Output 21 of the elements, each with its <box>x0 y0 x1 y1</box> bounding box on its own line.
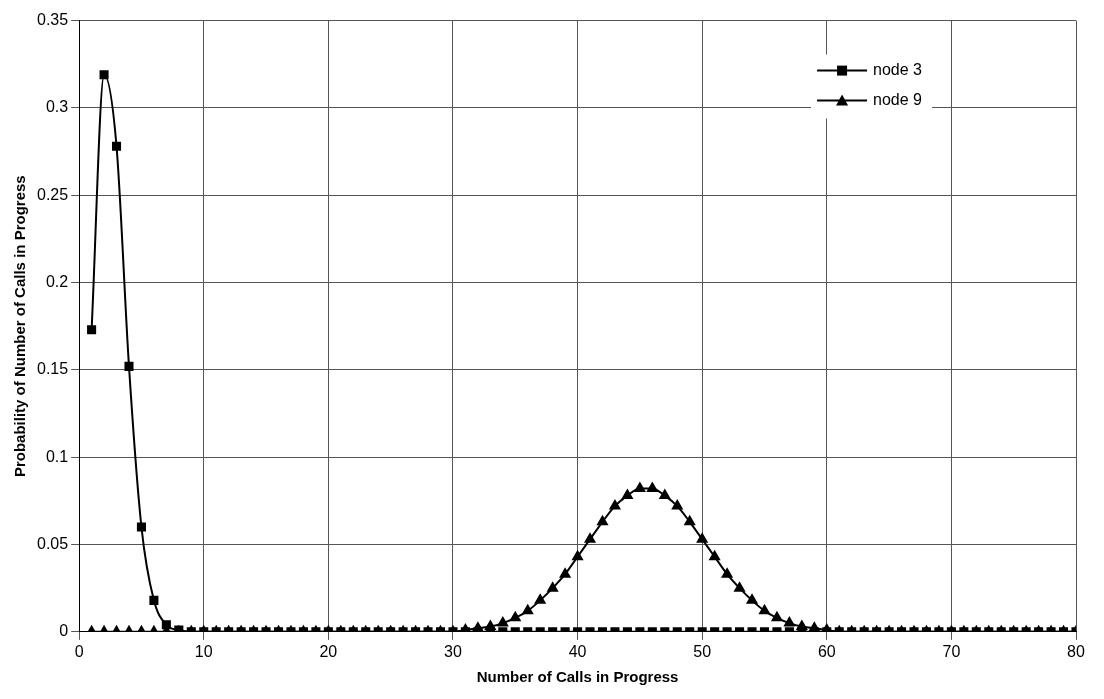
legend-label: node 9 <box>873 91 923 109</box>
y-tick-label: 0.25 <box>37 185 69 203</box>
x-tick-label: 30 <box>444 642 462 660</box>
x-tick-label: 70 <box>942 642 961 660</box>
y-axis-title: Probability of Number of Calls in Progress <box>11 175 29 478</box>
x-tick-label: 20 <box>319 642 338 660</box>
x-tick-label: 80 <box>1067 642 1085 660</box>
x-tick-label: 10 <box>194 642 213 660</box>
y-tick-label: 0.2 <box>45 272 69 290</box>
y-tick-label: 0.35 <box>37 11 69 29</box>
x-axis-title: Number of Calls in Progress <box>476 668 679 686</box>
y-tick-label: 0.1 <box>45 447 69 465</box>
y-tick-label: 0.15 <box>37 360 69 378</box>
x-tick-label: 50 <box>693 642 712 660</box>
legend-label: node 3 <box>873 61 923 79</box>
x-tick-label: 0 <box>74 642 84 660</box>
y-tick-label: 0.05 <box>37 534 69 552</box>
x-tick-label: 40 <box>568 642 587 660</box>
y-tick-label: 0 <box>59 622 69 640</box>
x-tick-label: 60 <box>817 642 836 660</box>
y-tick-label: 0.3 <box>45 98 69 116</box>
